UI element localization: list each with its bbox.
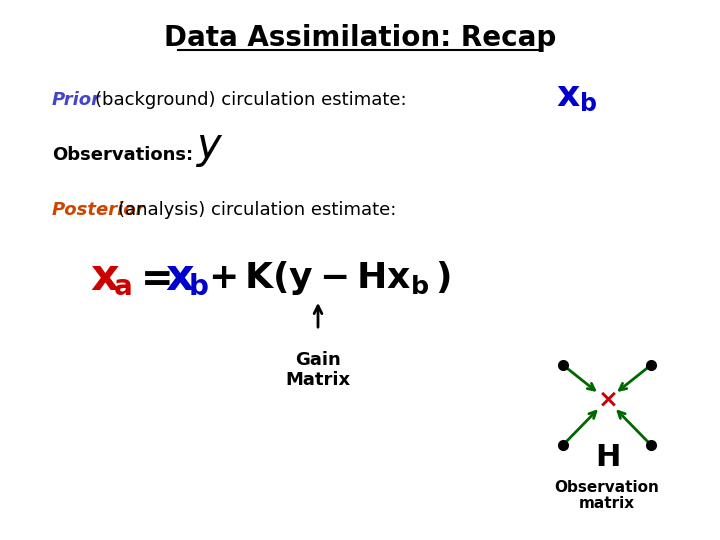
Text: $\mathbf{\times}$: $\mathbf{\times}$ xyxy=(597,388,617,412)
Text: Posterior: Posterior xyxy=(52,201,145,219)
Text: (background) circulation estimate:: (background) circulation estimate: xyxy=(95,91,407,109)
Text: Observation: Observation xyxy=(554,480,660,495)
Text: $\mathbf{=}$: $\mathbf{=}$ xyxy=(133,259,171,297)
Text: Observations:: Observations: xyxy=(52,146,193,164)
Text: $\mathbf{a}$: $\mathbf{a}$ xyxy=(113,273,132,301)
Text: $\mathbf{x}$: $\mathbf{x}$ xyxy=(165,256,195,300)
Text: (analysis) circulation estimate:: (analysis) circulation estimate: xyxy=(118,201,397,219)
Text: matrix: matrix xyxy=(579,496,635,510)
Text: $\mathbf{+\,K(y - Hx_b\,)}$: $\mathbf{+\,K(y - Hx_b\,)}$ xyxy=(208,259,451,297)
Text: $\mathbf{H}$: $\mathbf{H}$ xyxy=(595,442,619,471)
Text: Matrix: Matrix xyxy=(285,371,351,389)
Text: $\mathbf{x}$: $\mathbf{x}$ xyxy=(90,256,120,300)
Text: $\mathbf{x}$: $\mathbf{x}$ xyxy=(556,79,581,113)
Text: Data Assimilation: Recap: Data Assimilation: Recap xyxy=(164,24,556,52)
Text: $\mathit{y}$: $\mathit{y}$ xyxy=(195,127,223,169)
Text: $\mathbf{b}$: $\mathbf{b}$ xyxy=(188,273,209,301)
Text: Prior: Prior xyxy=(52,91,101,109)
Text: $\mathbf{b}$: $\mathbf{b}$ xyxy=(579,92,597,116)
Text: Gain: Gain xyxy=(295,351,341,369)
